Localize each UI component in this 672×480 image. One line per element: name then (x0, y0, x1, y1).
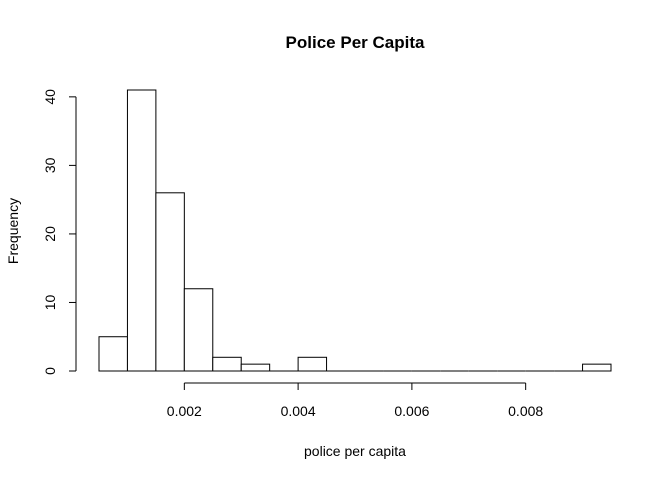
y-tick-label: 10 (42, 294, 58, 310)
histogram-bar (297, 356, 328, 372)
y-axis: 0 10 20 30 40 (42, 89, 77, 375)
histogram-bars (98, 89, 612, 372)
histogram-bar (126, 89, 157, 372)
y-tick-label: 20 (42, 226, 58, 242)
y-tick-label: 40 (42, 89, 58, 105)
chart-title: Police Per Capita (286, 33, 425, 52)
y-tick-label: 30 (42, 157, 58, 173)
histogram-bar (240, 363, 271, 372)
x-axis-label: police per capita (304, 443, 406, 459)
x-tick-label: 0.002 (167, 403, 202, 419)
histogram-bar (98, 336, 128, 372)
histogram-bar (582, 363, 612, 372)
x-tick-label: 0.004 (281, 403, 316, 419)
x-axis: 0.002 0.004 0.006 0.008 (167, 382, 543, 419)
histogram-bar (183, 288, 214, 372)
x-tick-label: 0.008 (508, 403, 543, 419)
x-tick-label: 0.006 (394, 403, 429, 419)
histogram-bar (212, 356, 242, 372)
y-axis-label: Frequency (5, 198, 21, 264)
y-tick-label: 0 (42, 367, 58, 375)
histogram-bar (155, 192, 185, 372)
